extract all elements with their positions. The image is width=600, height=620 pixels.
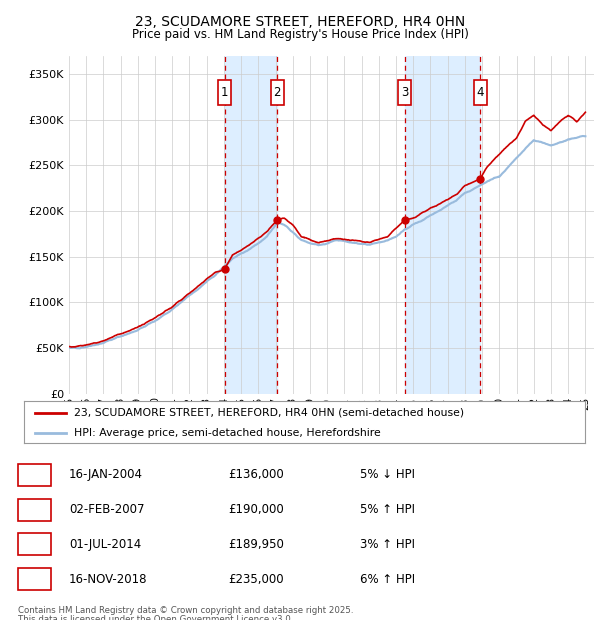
Bar	[218, 79, 231, 105]
Text: Contains HM Land Registry data © Crown copyright and database right 2025.: Contains HM Land Registry data © Crown c…	[18, 606, 353, 616]
Bar	[18, 533, 51, 556]
Text: £136,000: £136,000	[228, 468, 284, 481]
Text: £235,000: £235,000	[228, 573, 284, 586]
Text: 3: 3	[401, 86, 409, 99]
Bar	[18, 498, 51, 521]
Bar	[404, 56, 480, 394]
Text: 2: 2	[31, 503, 38, 516]
Text: 1: 1	[31, 468, 38, 481]
Text: £190,000: £190,000	[228, 503, 284, 516]
Text: 02-FEB-2007: 02-FEB-2007	[69, 503, 145, 516]
Text: HPI: Average price, semi-detached house, Herefordshire: HPI: Average price, semi-detached house,…	[74, 428, 381, 438]
Bar	[398, 79, 411, 105]
Text: 3: 3	[31, 538, 38, 551]
Text: 3% ↑ HPI: 3% ↑ HPI	[360, 538, 415, 551]
Text: 23, SCUDAMORE STREET, HEREFORD, HR4 0HN (semi-detached house): 23, SCUDAMORE STREET, HEREFORD, HR4 0HN …	[74, 408, 464, 418]
Text: 16-JAN-2004: 16-JAN-2004	[69, 468, 143, 481]
Text: 01-JUL-2014: 01-JUL-2014	[69, 538, 141, 551]
Bar	[18, 568, 51, 590]
Text: 5% ↑ HPI: 5% ↑ HPI	[360, 503, 415, 516]
Text: Price paid vs. HM Land Registry's House Price Index (HPI): Price paid vs. HM Land Registry's House …	[131, 28, 469, 41]
Bar	[224, 56, 277, 394]
Text: 2: 2	[274, 86, 281, 99]
Text: 23, SCUDAMORE STREET, HEREFORD, HR4 0HN: 23, SCUDAMORE STREET, HEREFORD, HR4 0HN	[135, 16, 465, 30]
Text: 16-NOV-2018: 16-NOV-2018	[69, 573, 148, 586]
Text: 1: 1	[221, 86, 229, 99]
Bar	[271, 79, 284, 105]
Text: 4: 4	[476, 86, 484, 99]
Bar	[473, 79, 487, 105]
Text: £189,950: £189,950	[228, 538, 284, 551]
Bar	[18, 464, 51, 486]
Text: 4: 4	[31, 573, 38, 586]
Text: 5% ↓ HPI: 5% ↓ HPI	[360, 468, 415, 481]
Text: 6% ↑ HPI: 6% ↑ HPI	[360, 573, 415, 586]
Text: This data is licensed under the Open Government Licence v3.0.: This data is licensed under the Open Gov…	[18, 615, 293, 620]
